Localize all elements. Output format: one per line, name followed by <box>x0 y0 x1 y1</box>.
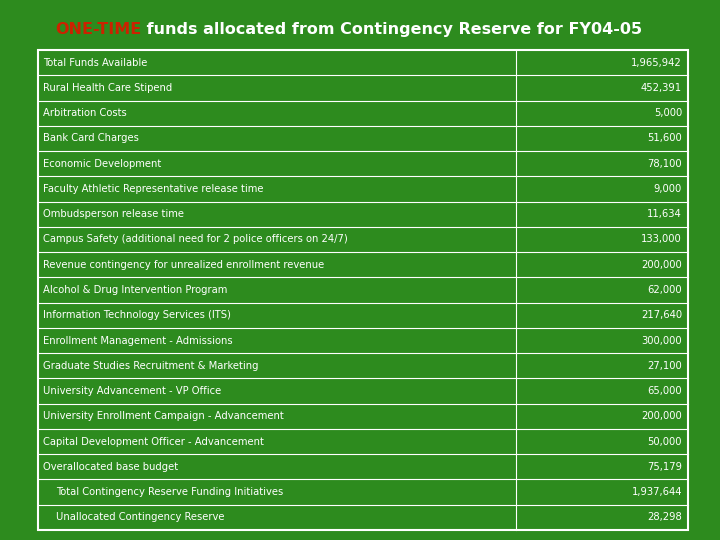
Text: 217,640: 217,640 <box>641 310 682 320</box>
Text: 28,298: 28,298 <box>647 512 682 522</box>
Text: 78,100: 78,100 <box>647 159 682 168</box>
Bar <box>38 50 688 530</box>
Text: 27,100: 27,100 <box>647 361 682 371</box>
Text: Total Contingency Reserve Funding Initiatives: Total Contingency Reserve Funding Initia… <box>56 487 283 497</box>
Text: Capital Development Officer - Advancement: Capital Development Officer - Advancemen… <box>43 436 264 447</box>
Text: funds allocated from Contingency Reserve for FY04-05: funds allocated from Contingency Reserve… <box>141 22 642 37</box>
Text: University Advancement - VP Office: University Advancement - VP Office <box>43 386 221 396</box>
Text: 9,000: 9,000 <box>654 184 682 194</box>
Text: Arbitration Costs: Arbitration Costs <box>43 108 127 118</box>
Text: 200,000: 200,000 <box>642 411 682 421</box>
Text: 200,000: 200,000 <box>642 260 682 270</box>
Text: Enrollment Management - Admissions: Enrollment Management - Admissions <box>43 335 233 346</box>
Text: 1,937,644: 1,937,644 <box>631 487 682 497</box>
Text: Total Funds Available: Total Funds Available <box>43 58 148 68</box>
Text: 452,391: 452,391 <box>641 83 682 93</box>
Text: Campus Safety (additional need for 2 police officers on 24/7): Campus Safety (additional need for 2 pol… <box>43 234 348 245</box>
Text: Information Technology Services (ITS): Information Technology Services (ITS) <box>43 310 231 320</box>
Text: 1,965,942: 1,965,942 <box>631 58 682 68</box>
Text: 300,000: 300,000 <box>642 335 682 346</box>
Text: 65,000: 65,000 <box>647 386 682 396</box>
Text: ONE-TIME: ONE-TIME <box>55 22 141 37</box>
Text: Overallocated base budget: Overallocated base budget <box>43 462 178 472</box>
Text: University Enrollment Campaign - Advancement: University Enrollment Campaign - Advance… <box>43 411 284 421</box>
Text: Economic Development: Economic Development <box>43 159 161 168</box>
Text: Revenue contingency for unrealized enrollment revenue: Revenue contingency for unrealized enrol… <box>43 260 324 270</box>
Text: 62,000: 62,000 <box>647 285 682 295</box>
Text: Alcohol & Drug Intervention Program: Alcohol & Drug Intervention Program <box>43 285 228 295</box>
Text: 50,000: 50,000 <box>647 436 682 447</box>
Text: Rural Health Care Stipend: Rural Health Care Stipend <box>43 83 172 93</box>
Text: 133,000: 133,000 <box>642 234 682 245</box>
Text: 11,634: 11,634 <box>647 209 682 219</box>
Text: Bank Card Charges: Bank Card Charges <box>43 133 139 144</box>
Text: Faculty Athletic Representative release time: Faculty Athletic Representative release … <box>43 184 264 194</box>
Text: 75,179: 75,179 <box>647 462 682 472</box>
Text: Unallocated Contingency Reserve: Unallocated Contingency Reserve <box>56 512 225 522</box>
Text: 5,000: 5,000 <box>654 108 682 118</box>
Text: Ombudsperson release time: Ombudsperson release time <box>43 209 184 219</box>
Text: 51,600: 51,600 <box>647 133 682 144</box>
Text: Graduate Studies Recruitment & Marketing: Graduate Studies Recruitment & Marketing <box>43 361 258 371</box>
